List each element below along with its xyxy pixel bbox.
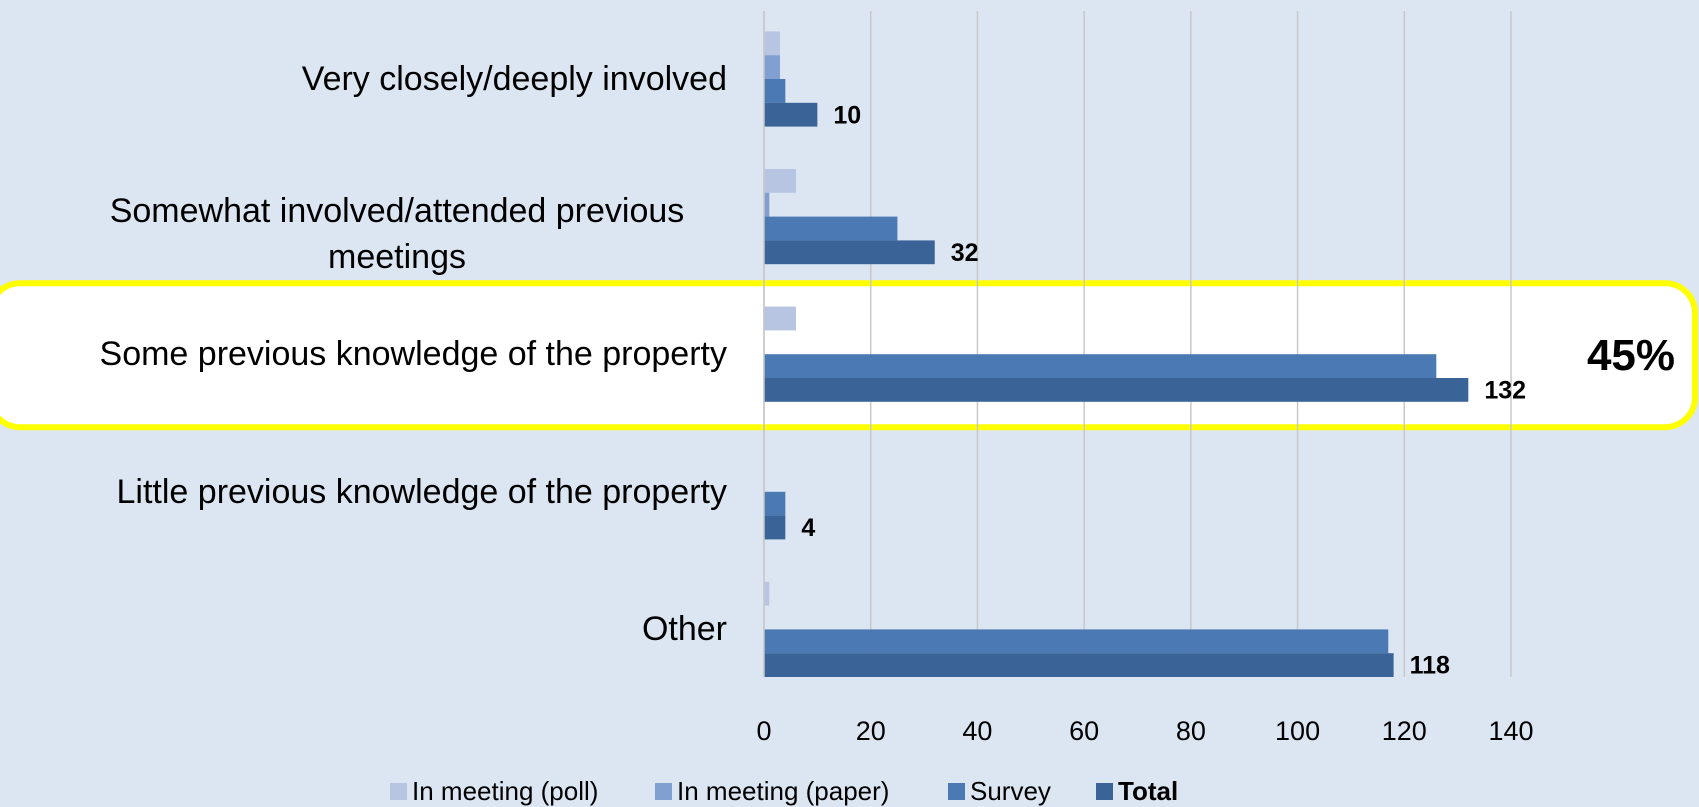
x-tick-label: 120 [1382, 716, 1427, 746]
bar [764, 629, 1389, 654]
bar [764, 216, 898, 241]
data-label: 4 [801, 514, 815, 542]
legend-swatch [390, 783, 407, 800]
legend-label: In meeting (poll) [412, 776, 598, 806]
data-label: 118 [1410, 652, 1450, 680]
bar [764, 169, 797, 193]
x-tick-label: 100 [1275, 716, 1320, 746]
category-label: Very closely/deeply involved [301, 60, 727, 98]
category-label: Some previous knowledge of the property [99, 335, 727, 374]
bar [764, 79, 786, 103]
bar [764, 653, 1394, 677]
bar [764, 354, 1437, 378]
bar [764, 491, 786, 516]
bar [764, 102, 818, 127]
x-tick-label: 60 [1069, 716, 1099, 746]
x-tick-label: 40 [962, 716, 992, 746]
annotation: 45% [1587, 331, 1675, 380]
category-label: Somewhat involved/attended previous meet… [109, 191, 685, 276]
legend-label: In meeting (paper) [677, 776, 889, 806]
bar [764, 240, 935, 265]
bar [764, 306, 797, 331]
bar [764, 378, 1469, 402]
x-tick-label: 80 [1176, 716, 1206, 746]
x-tick-label: 0 [756, 716, 771, 746]
legend-swatch [1096, 783, 1113, 800]
data-label: 132 [1484, 377, 1526, 405]
category-label: Other [641, 610, 727, 649]
x-tick-label: 140 [1488, 716, 1533, 746]
legend-label: Total [1118, 776, 1178, 806]
legend-swatch [948, 783, 965, 800]
legend-label: Survey [970, 776, 1051, 806]
bar [764, 581, 770, 606]
bar [764, 31, 781, 56]
category-label: Little previous knowledge of the propert… [116, 472, 727, 511]
data-label: 32 [951, 239, 979, 267]
x-tick-label: 20 [856, 716, 886, 746]
legend-swatch [655, 783, 672, 800]
bar [764, 515, 786, 540]
bar [764, 192, 770, 217]
data-label: 10 [833, 101, 861, 129]
bar [764, 55, 781, 79]
